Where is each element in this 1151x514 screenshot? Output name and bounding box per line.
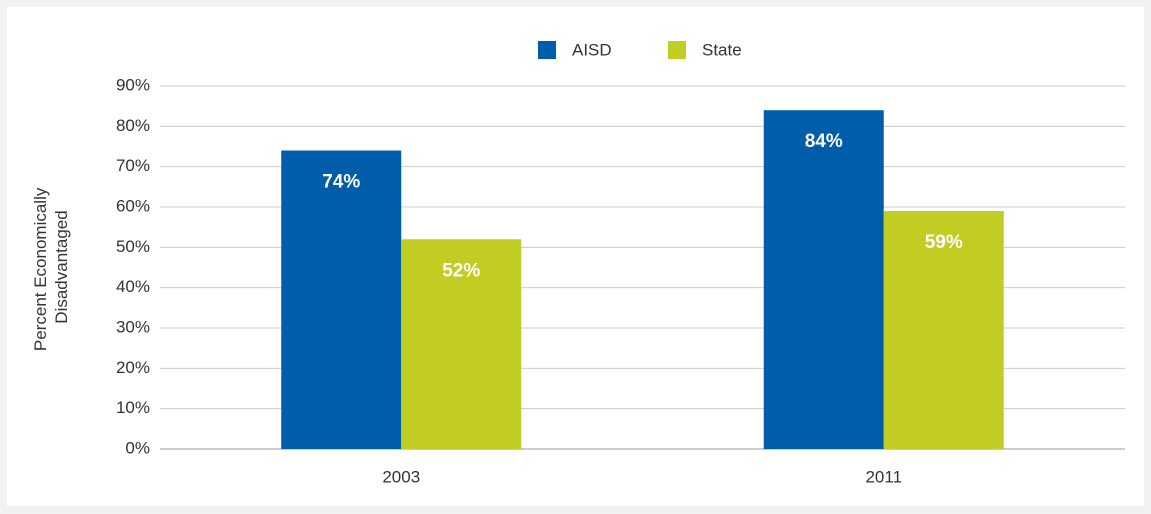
y-tick-label: 90% [116, 75, 150, 94]
bar [883, 211, 1004, 449]
y-tick-label: 50% [116, 237, 150, 256]
value-label: 52% [442, 260, 480, 281]
legend-swatch [538, 41, 556, 59]
y-tick-label: 20% [116, 358, 150, 377]
value-label: 84% [805, 131, 843, 152]
y-axis-label-line: Percent Economically [31, 187, 50, 351]
value-label: 74% [322, 172, 360, 193]
y-tick-label: 70% [116, 156, 150, 175]
y-axis-label: Percent Economically Disadvantaged [31, 183, 71, 351]
y-tick-label: 80% [116, 116, 150, 135]
y-axis-label-line: Disadvantaged [52, 210, 71, 323]
legend-swatch [668, 41, 686, 59]
value-label: 59% [925, 232, 963, 253]
bar [281, 150, 402, 450]
y-tick-label: 60% [116, 196, 150, 215]
legend-label: AISD [572, 40, 612, 59]
x-tick-label: 2003 [382, 467, 420, 486]
y-tick-label: 30% [116, 317, 150, 336]
bar [763, 110, 884, 449]
y-tick-label: 0% [125, 438, 150, 457]
y-tick-label: 40% [116, 277, 150, 296]
legend-label: State [702, 40, 742, 59]
bar [401, 239, 522, 449]
x-tick-label: 2011 [865, 467, 902, 486]
y-tick-label: 10% [116, 398, 150, 417]
